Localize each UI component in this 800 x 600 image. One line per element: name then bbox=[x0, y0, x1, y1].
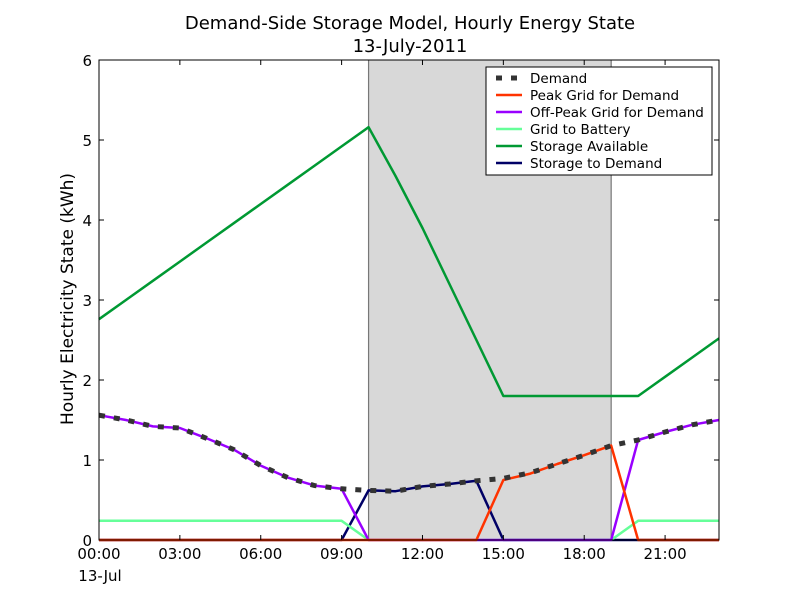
legend-label-storage-available: Storage Available bbox=[530, 139, 648, 155]
x-axis-sublabel: 13-Jul bbox=[78, 567, 121, 585]
y-tick-label: 5 bbox=[82, 132, 92, 150]
chart-title: Demand-Side Storage Model, Hourly Energy… bbox=[185, 13, 635, 34]
legend-label-storage-to-demand: Storage to Demand bbox=[530, 156, 662, 172]
y-tick-label: 6 bbox=[82, 52, 92, 70]
series-line-demand bbox=[98, 412, 720, 494]
x-tick-label: 12:00 bbox=[401, 545, 444, 563]
legend-box bbox=[485, 66, 713, 176]
plot-area: 0 1 2 3 4 5 6 00:00 03:00 06:00 09:00 12:00 15:00 18:… bbox=[77, 52, 720, 563]
legend-label-grid-to-battery: Grid to Battery bbox=[530, 122, 630, 138]
legend-label-demand: Demand bbox=[530, 71, 587, 87]
legend-label-off-peak-grid-for-demand: Off-Peak Grid for Demand bbox=[530, 105, 704, 121]
series-line-storage-available bbox=[98, 125, 720, 398]
y-tick-label: 2 bbox=[82, 372, 92, 390]
x-tick-label: 21:00 bbox=[643, 545, 686, 563]
x-tick-label: 06:00 bbox=[239, 545, 282, 563]
y-axis-label: Hourly Electricity State (kWh) bbox=[58, 173, 78, 425]
y-tick-label: 0 bbox=[82, 532, 92, 550]
x-tick-label: 15:00 bbox=[482, 545, 525, 563]
x-tick-label: 18:00 bbox=[563, 545, 606, 563]
x-tick-label: 00:00 bbox=[77, 545, 120, 563]
y-tick-label: 3 bbox=[82, 292, 92, 310]
y-tick-label: 4 bbox=[82, 212, 92, 230]
x-tick-label: 09:00 bbox=[320, 545, 363, 563]
chart-subtitle: 13-July-2011 bbox=[353, 36, 468, 57]
legend-label-peak-grid-for-demand: Peak Grid for Demand bbox=[530, 88, 679, 104]
y-tick-label: 1 bbox=[82, 452, 92, 470]
x-tick-label: 03:00 bbox=[158, 545, 201, 563]
